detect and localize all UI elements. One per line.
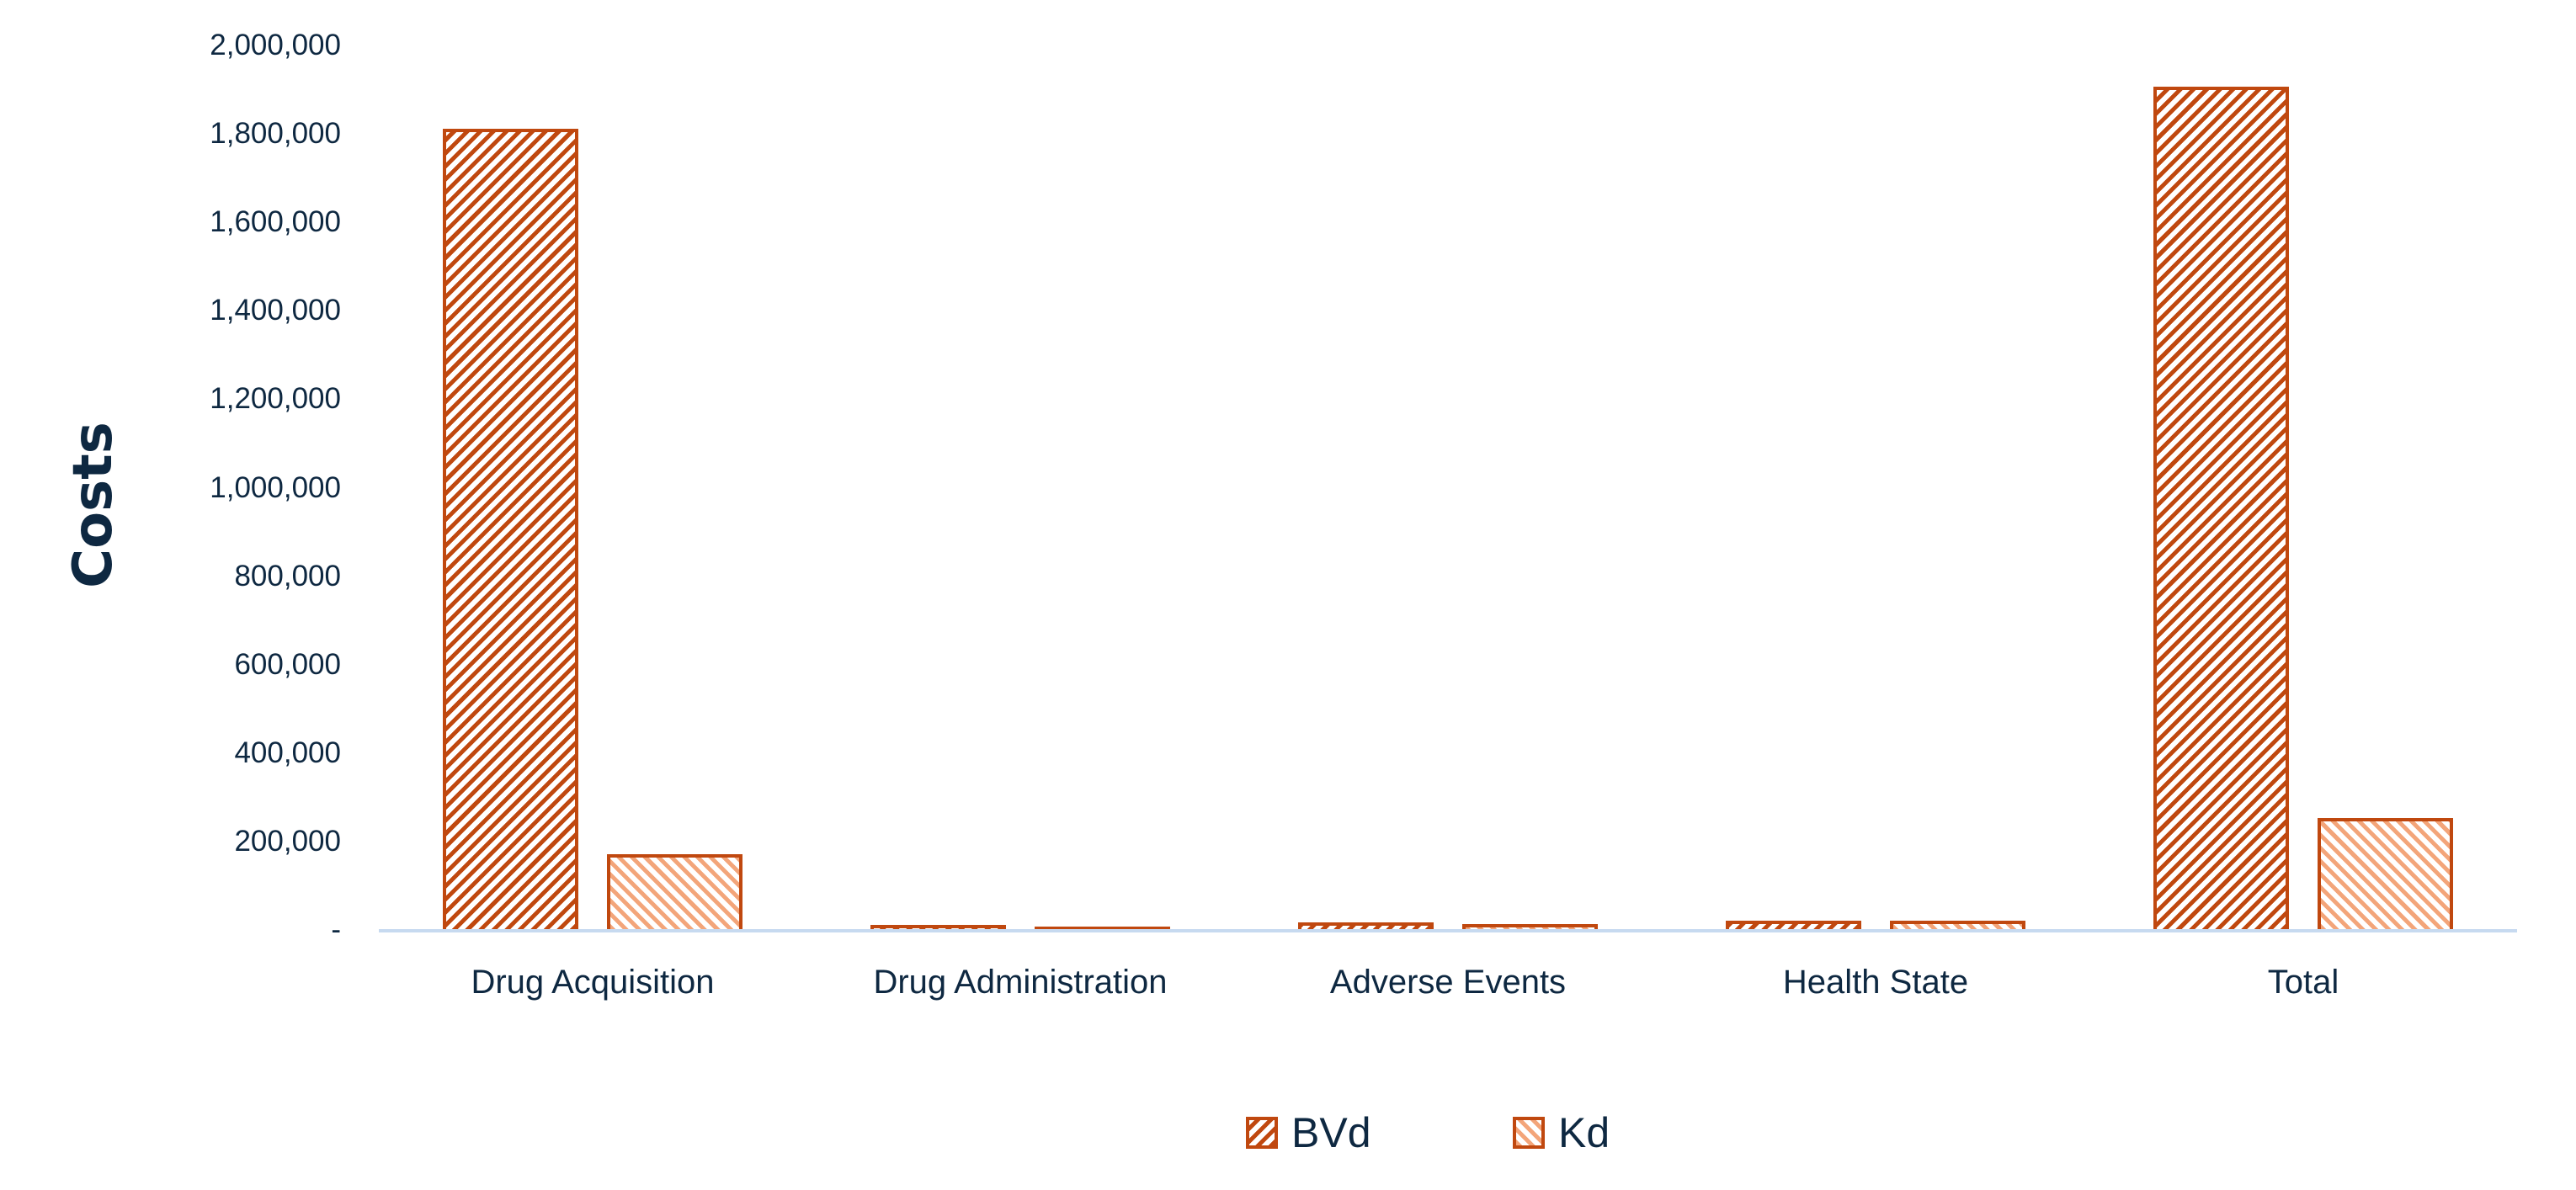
bvd-swatch-icon [1246,1117,1278,1149]
bar-bvd[interactable] [870,924,1006,930]
x-category-label: Adverse Events [1329,964,1567,1001]
y-tick-label: 1,400,000 [210,294,341,327]
y-tick-label: 2,000,000 [210,29,341,61]
y-tick-label: 1,200,000 [210,382,341,416]
y-tick-label: 400,000 [234,736,341,769]
y-tick-label: - [331,913,341,946]
legend: BVd Kd [0,1108,2576,1158]
y-tick-label: 200,000 [234,824,341,858]
x-category-label: Drug Acquisition [471,964,715,1001]
x-category-label: Total [2267,964,2339,1001]
bar-kd[interactable] [607,854,742,930]
kd-swatch-icon [1513,1117,1545,1149]
y-tick-label: 1,600,000 [210,205,341,239]
bar-kd[interactable] [1890,921,2025,930]
bar-kd[interactable] [1035,927,1170,930]
legend-label: BVd [1291,1109,1371,1156]
y-tick-label: 1,000,000 [210,470,341,504]
legend-item-bvd[interactable]: BVd [1246,1108,1371,1158]
bar-kd[interactable] [1462,924,1598,930]
bar-kd[interactable] [2318,818,2453,930]
y-tick-label: 600,000 [234,647,341,681]
y-tick-label: 1,800,000 [210,117,341,151]
bar-bvd[interactable] [1726,920,1861,930]
bar-bvd[interactable] [2153,86,2289,930]
legend-label: Kd [1558,1109,1610,1156]
y-tick-label: 800,000 [234,559,341,592]
legend-item-kd[interactable]: Kd [1513,1108,1610,1158]
bar-bvd[interactable] [1298,922,1434,930]
bar-bvd[interactable] [443,129,578,930]
x-category-label: Health State [1782,964,1969,1001]
x-axis-line [379,929,2517,932]
x-category-label: Drug Administration [873,964,1168,1001]
